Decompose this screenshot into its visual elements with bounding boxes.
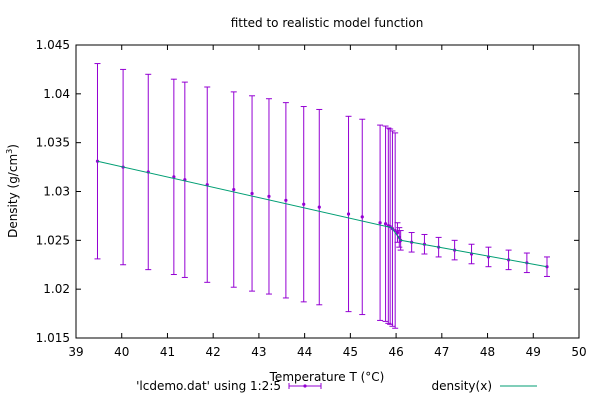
x-tick-label: 49	[526, 345, 541, 359]
data-point	[316, 108, 323, 306]
y-tick-label: 1.03	[43, 185, 70, 199]
x-tick-label: 39	[68, 345, 83, 359]
chart-title: fitted to realistic model function	[231, 16, 424, 30]
x-tick-label: 41	[160, 345, 175, 359]
data-point	[377, 124, 384, 321]
y-axis-label: Density (g/cm3)	[5, 144, 20, 238]
legend-key-errorbars	[288, 383, 322, 389]
data-point-marker	[250, 191, 254, 196]
data-point-marker	[317, 205, 321, 209]
x-axis: 39 40 41 42 43 44 45 46 47 48 49 50	[68, 45, 587, 359]
data-point	[392, 132, 399, 329]
data-point-marker	[378, 221, 382, 225]
data-point	[204, 86, 211, 283]
x-tick-label: 43	[251, 345, 266, 359]
data-point	[282, 102, 289, 299]
data-point	[345, 115, 352, 313]
y-tick-label: 1.025	[36, 233, 70, 247]
y-tick-label: 1.045	[36, 38, 70, 52]
x-tick-label: 42	[206, 345, 221, 359]
data-point-marker	[360, 215, 364, 219]
data-point	[394, 222, 401, 243]
data-point	[249, 95, 256, 292]
data-point	[94, 63, 101, 260]
legend-errorbar-marker	[303, 384, 307, 388]
x-tick-label: 50	[571, 345, 586, 359]
data-point-marker	[346, 212, 351, 216]
plot-frame	[75, 44, 580, 339]
data-point-marker	[302, 202, 306, 206]
data-point-marker	[383, 222, 388, 226]
data-point	[230, 91, 237, 288]
y-axis: 1.015 1.02 1.025 1.03 1.035 1.04 1.045	[36, 38, 579, 345]
data-point	[300, 106, 307, 303]
data-point	[170, 78, 177, 276]
data-point-marker	[172, 175, 176, 179]
data-point-marker	[232, 187, 236, 192]
density-fit-line	[97, 160, 548, 268]
legend-label-errorbars: 'lcdemo.dat' using 1:2:5	[136, 379, 281, 393]
y-axis-label-superscript: 3	[5, 149, 14, 154]
data-point-marker	[267, 194, 271, 198]
data-point-marker	[284, 198, 288, 202]
legend: 'lcdemo.dat' using 1:2:5 density(x)	[136, 379, 537, 393]
x-tick-label: 48	[480, 345, 495, 359]
x-axis-label: Temperature T (°C)	[269, 370, 385, 384]
fit-line-series	[97, 160, 548, 268]
legend-label-density: density(x)	[432, 379, 492, 393]
x-tick-label: 44	[297, 345, 312, 359]
data-point	[382, 125, 389, 322]
y-axis-label-main: Density (g/cm	[6, 154, 20, 238]
data-point-marker	[395, 230, 400, 235]
y-tick-label: 1.02	[43, 282, 70, 296]
data-point	[468, 243, 475, 265]
x-tick-label: 47	[434, 345, 449, 359]
x-tick-label: 40	[114, 345, 129, 359]
x-tick-label: 46	[388, 345, 403, 359]
data-point	[265, 98, 272, 295]
y-tick-label: 1.015	[36, 331, 70, 345]
y-axis-label-end: )	[6, 144, 20, 149]
data-point	[181, 81, 188, 278]
plot-area	[75, 44, 580, 339]
y-tick-label: 1.035	[36, 136, 70, 150]
x-tick-label: 45	[343, 345, 358, 359]
data-point-marker	[95, 159, 100, 163]
data-point	[359, 118, 366, 316]
errorbar-series	[94, 63, 550, 329]
y-tick-label: 1.04	[43, 87, 70, 101]
